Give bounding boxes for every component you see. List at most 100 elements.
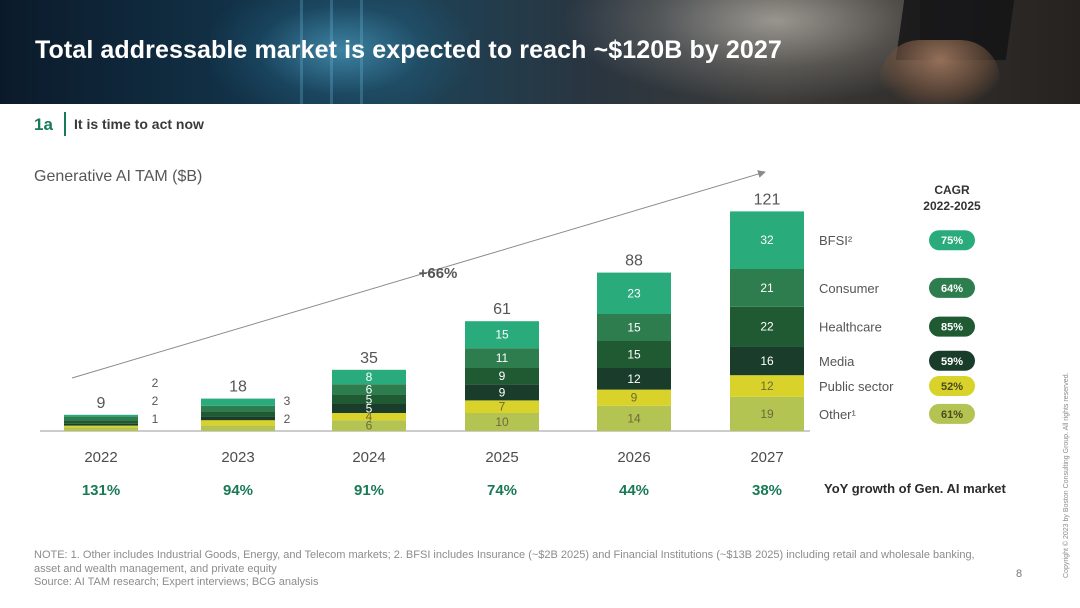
bar-value-label: 14 [627,411,641,425]
hero-line-decoration [360,0,363,104]
cagr-value: 75% [941,235,963,247]
growth-arrow [71,170,766,379]
bar-value-label: 12 [627,372,641,386]
bar-segment-healthcare-2025 [465,368,539,385]
growth-arrow-label: +66% [419,265,458,282]
bar-segment-consumer-2022 [64,416,138,421]
yoy-growth-label: YoY growth of Gen. AI market [824,481,1006,496]
x-axis-labels: 2022 2023 2024 2025 2026 2027 [84,449,783,466]
yoy-growth-value: 131% [82,482,120,499]
bar-value-label: 32 [760,233,774,247]
bar-segment-healthcare-2024 [332,395,406,404]
cagr-value: 64% [941,283,963,295]
x-tick-label: 2026 [617,449,650,466]
yoy-growth-value: 94% [223,482,253,499]
bar-total-label: 61 [493,301,511,318]
bar-total-label: 121 [754,191,781,208]
bar-value-label: 22 [760,320,774,334]
bar-segment-other-2023 [201,425,275,431]
hero-line-decoration [300,0,303,104]
bar-value-label: 6 [366,419,373,433]
bar-total-label: 88 [625,253,643,270]
bar-segment-bfsi-2022 [64,414,138,417]
bar-segment-public-sector-2023 [201,420,275,426]
bar-segment-consumer-2026 [597,314,671,341]
small-bar-callouts: 2 2 1 3 2 [152,376,291,426]
bar-value-label: 16 [760,354,774,368]
yoy-growth-value: 44% [619,482,649,499]
bar-segment-media-2022 [64,423,138,426]
bar-total-label: 18 [229,379,247,396]
bar-segment-bfsi-2026 [597,272,671,314]
bar-segment-bfsi-2024 [332,369,406,385]
bar-value-label: 5 [366,402,373,416]
bar-value-label: 9 [631,391,638,405]
bar-value-label: 9 [499,385,506,399]
bar-segment-public-sector-2024 [332,413,406,421]
bar-segment-other-2025 [465,413,539,431]
footnote-source: Source: AI TAM research; Expert intervie… [34,576,319,588]
chart-title: Generative AI TAM ($B) [34,168,203,185]
bar-segment-public-sector-2026 [597,389,671,406]
bar-value-label: 23 [627,286,641,300]
x-tick-label: 2025 [485,449,518,466]
x-tick-label: 2024 [352,449,385,466]
bar-value-label: 5 [366,393,373,407]
cagr-pill-bfsi [929,230,975,251]
cagr-pill-public-sector [929,376,975,396]
bar-segment-media-2027 [730,346,804,376]
bar-value-label: 15 [495,328,509,342]
bar-value-label: 7 [499,400,506,414]
legend-label-other: Other¹ [819,407,857,422]
cagr-pill-other [929,403,975,424]
callout-label-2023: 3 [284,394,291,408]
cagr-value: 52% [941,381,963,393]
bar-segment-media-2024 [332,404,406,413]
hero-person-decoration [560,0,920,104]
bar-value-label: 19 [760,407,774,421]
hero-hand-decoration [880,40,1000,104]
bar-value-label: 11 [496,351,509,365]
bar-segment-media-2023 [201,416,275,421]
legend-label-media: Media [819,354,855,369]
section-title: It is time to act now [74,116,204,132]
cagr-header-line1: CAGR [934,183,970,197]
bar-value-label: 15 [627,348,641,362]
bar-value-label: 4 [366,410,373,424]
legend-group: Other¹ 61% Public sector 52% Media 59% Healthc… [819,230,975,424]
footnote-note: NOTE: 1. Other includes Industrial Goods… [34,549,975,575]
hero-glow-decoration [210,0,470,104]
bar-segment-healthcare-2023 [201,411,275,417]
bar-value-label: 10 [495,415,509,429]
yoy-growth-value: 74% [487,482,517,499]
bar-segment-bfsi-2023 [201,398,275,406]
bar-total-label: 9 [97,395,106,412]
cagr-value: 61% [941,409,963,421]
bar-segment-other-2022 [64,427,138,431]
bar-value-label: 12 [760,379,774,393]
hero-line-decoration [330,0,333,104]
hero-banner-image [0,0,1080,104]
bar-segment-public-sector-2025 [465,400,539,413]
callout-label-2022: 1 [152,412,159,426]
x-tick-label: 2027 [750,449,783,466]
bar-segment-healthcare-2022 [64,420,138,424]
yoy-growth-row: 131% 94% 91% 74% 44% 38% [82,482,782,499]
cagr-pill-healthcare [929,316,975,337]
bar-segment-other-2027 [730,396,804,431]
cagr-pill-media [929,350,975,371]
footnotes: NOTE: 1. Other includes Industrial Goods… [34,549,984,590]
bar-segment-other-2024 [332,420,406,431]
bar-segment-consumer-2024 [332,384,406,395]
page-title: Total addressable market is expected to … [35,36,782,64]
bar-value-label: 21 [760,281,774,295]
bar-value-label: 8 [366,370,373,384]
yoy-growth-value: 38% [752,482,782,499]
section-divider [64,112,66,136]
callout-label-2022: 2 [152,376,159,390]
bar-segment-media-2026 [597,368,671,390]
cagr-value: 59% [941,356,963,368]
bar-value-label: 15 [627,321,641,335]
bar-segment-healthcare-2026 [597,341,671,368]
x-tick-label: 2023 [221,449,254,466]
